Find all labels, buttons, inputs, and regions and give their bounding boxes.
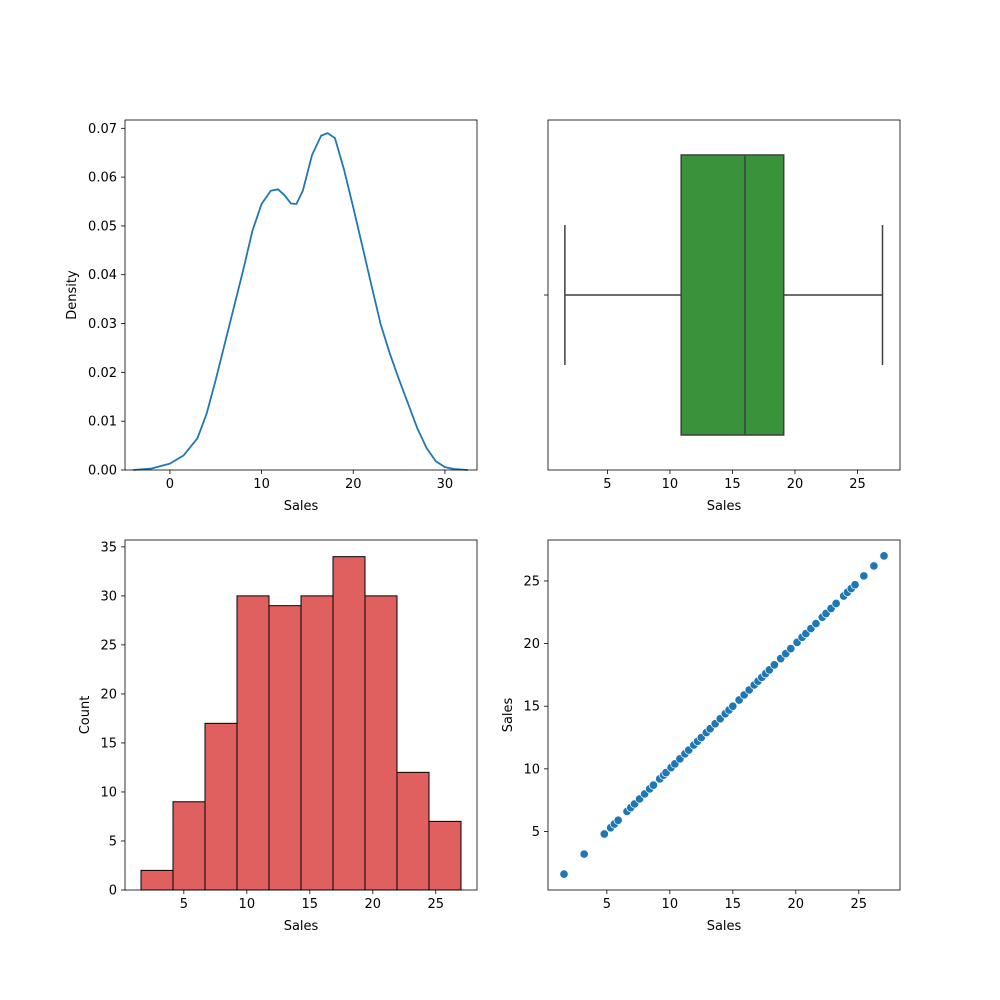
histogram-y-tick-label: 20 [100, 687, 117, 702]
kde-y-tick-label: 0.05 [88, 219, 117, 234]
kde-y-tick-label: 0.02 [88, 366, 117, 381]
histogram-bar [140, 869, 174, 891]
scatter-point [869, 561, 879, 571]
histogram-bar [204, 722, 238, 891]
histogram-bar [428, 820, 462, 891]
kde-x-tick-label: 0 [166, 477, 174, 492]
scatter-y-tick-label: 20 [523, 637, 540, 652]
scatter-x-tick-label: 25 [851, 897, 868, 912]
scatter-y-tick-label: 5 [532, 825, 540, 840]
histogram-bar [332, 556, 366, 891]
scatter-x-tick-label: 15 [725, 897, 742, 912]
scatter-x-tick-label: 20 [788, 897, 805, 912]
histogram-x-tick-label: 25 [428, 897, 445, 912]
kde-x-tick-label: 30 [437, 477, 454, 492]
histogram-y-axis-label: Count [78, 696, 93, 735]
boxplot-x-tick-label: 20 [787, 477, 804, 492]
scatter-y-tick-label: 10 [523, 762, 540, 777]
histogram-axes-frame [124, 539, 478, 891]
scatter-point [769, 660, 779, 670]
boxplot-x-axis-label: Sales [707, 499, 742, 514]
scatter-point [786, 644, 796, 654]
scatter-point [648, 780, 658, 790]
scatter-y-tick-label: 15 [523, 700, 540, 715]
scatter-panel: 5 10 15 20 25 5 10 15 20 25 Sales Sales [501, 539, 901, 934]
kde-y-tick-label: 0.03 [88, 317, 117, 332]
histogram-bar [172, 801, 206, 891]
kde-y-tick-label: 0.01 [88, 415, 117, 430]
scatter-point [579, 849, 589, 859]
kde-plot-area [133, 132, 468, 471]
scatter-x-tick-label: 10 [662, 897, 679, 912]
scatter-x-axis-label: Sales [707, 919, 742, 934]
scatter-point [859, 571, 869, 581]
kde-y-tick-label: 0.00 [88, 464, 117, 479]
scatter-point [613, 815, 623, 825]
scatter-x-tick-label: 5 [603, 897, 611, 912]
histogram-y-tick-label: 5 [109, 834, 117, 849]
histogram-x-tick-label: 15 [302, 897, 319, 912]
histogram-plot-area [140, 556, 462, 891]
histogram-bar [236, 595, 270, 891]
histogram-y-tick-label: 15 [100, 736, 117, 751]
scatter-axes-frame [547, 539, 901, 891]
scatter-point [728, 701, 738, 711]
histogram-x-tick-label: 10 [239, 897, 256, 912]
kde-y-tick-label: 0.06 [88, 171, 117, 186]
kde-axes-frame [124, 119, 478, 471]
kde-y-tick-label: 0.07 [88, 122, 117, 137]
histogram-y-tick-label: 10 [100, 785, 117, 800]
scatter-point [831, 598, 841, 609]
histogram-x-axis-label: Sales [284, 919, 319, 934]
scatter-point [811, 619, 821, 629]
scatter-plot-area [559, 551, 889, 879]
scatter-point [850, 580, 860, 590]
scatter-ticks: 5 10 15 20 25 5 10 15 20 25 [523, 574, 867, 912]
kde-ticks: 0 10 20 30 0.00 0.01 0.02 0.03 0.04 0.05 0.06 0.07 [88, 122, 453, 492]
kde-x-tick-label: 20 [345, 477, 362, 492]
scatter-point [559, 869, 569, 879]
boxplot-ticks: 5 10 15 20 25 [544, 294, 866, 492]
histogram-bar [396, 771, 430, 891]
histogram-y-tick-label: 0 [109, 884, 117, 899]
histogram-bar [364, 595, 398, 891]
scatter-point [599, 829, 609, 839]
scatter-y-axis-label: Sales [501, 697, 516, 732]
scatter-y-tick-label: 25 [523, 574, 540, 589]
histogram-y-tick-label: 25 [100, 638, 117, 653]
boxplot-x-tick-label: 10 [662, 477, 679, 492]
kde-x-axis-label: Sales [284, 499, 319, 514]
boxplot-x-tick-label: 15 [724, 477, 741, 492]
boxplot-x-tick-label: 5 [603, 477, 611, 492]
histogram-x-tick-label: 20 [365, 897, 382, 912]
kde-density-line [133, 132, 468, 471]
boxplot-x-tick-label: 25 [849, 477, 866, 492]
boxplot-box [680, 154, 785, 436]
scatter-point [879, 551, 889, 561]
histogram-bar [268, 605, 302, 891]
histogram-panel: 5 10 15 20 25 0 5 10 15 20 25 30 35 Sales Count [78, 539, 478, 934]
boxplot-panel: 5 10 15 20 25 Sales [544, 119, 901, 514]
boxplot-plot-area [564, 154, 884, 436]
histogram-y-tick-label: 30 [100, 589, 117, 604]
kde-x-tick-label: 10 [253, 477, 270, 492]
histogram-bar [300, 595, 334, 891]
histogram-ticks: 5 10 15 20 25 0 5 10 15 20 25 30 35 [100, 540, 444, 912]
kde-y-axis-label: Density [65, 270, 80, 320]
kde-panel: 0 10 20 300.000.010.020.030.040.050.060.07 … [65, 119, 478, 514]
histogram-x-tick-label: 5 [180, 897, 188, 912]
kde-y-tick-label: 0.04 [88, 268, 117, 283]
histogram-y-tick-label: 35 [100, 540, 117, 555]
